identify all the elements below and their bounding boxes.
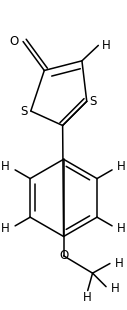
Text: H: H [1,222,10,235]
Text: H: H [1,161,10,174]
Text: H: H [83,291,92,304]
Text: O: O [9,35,18,48]
Text: H: H [111,282,120,295]
Text: S: S [21,104,28,117]
Text: H: H [115,257,123,270]
Text: H: H [117,222,126,235]
Text: H: H [102,39,111,52]
Text: O: O [59,249,68,262]
Text: S: S [90,95,97,108]
Text: H: H [117,161,126,174]
